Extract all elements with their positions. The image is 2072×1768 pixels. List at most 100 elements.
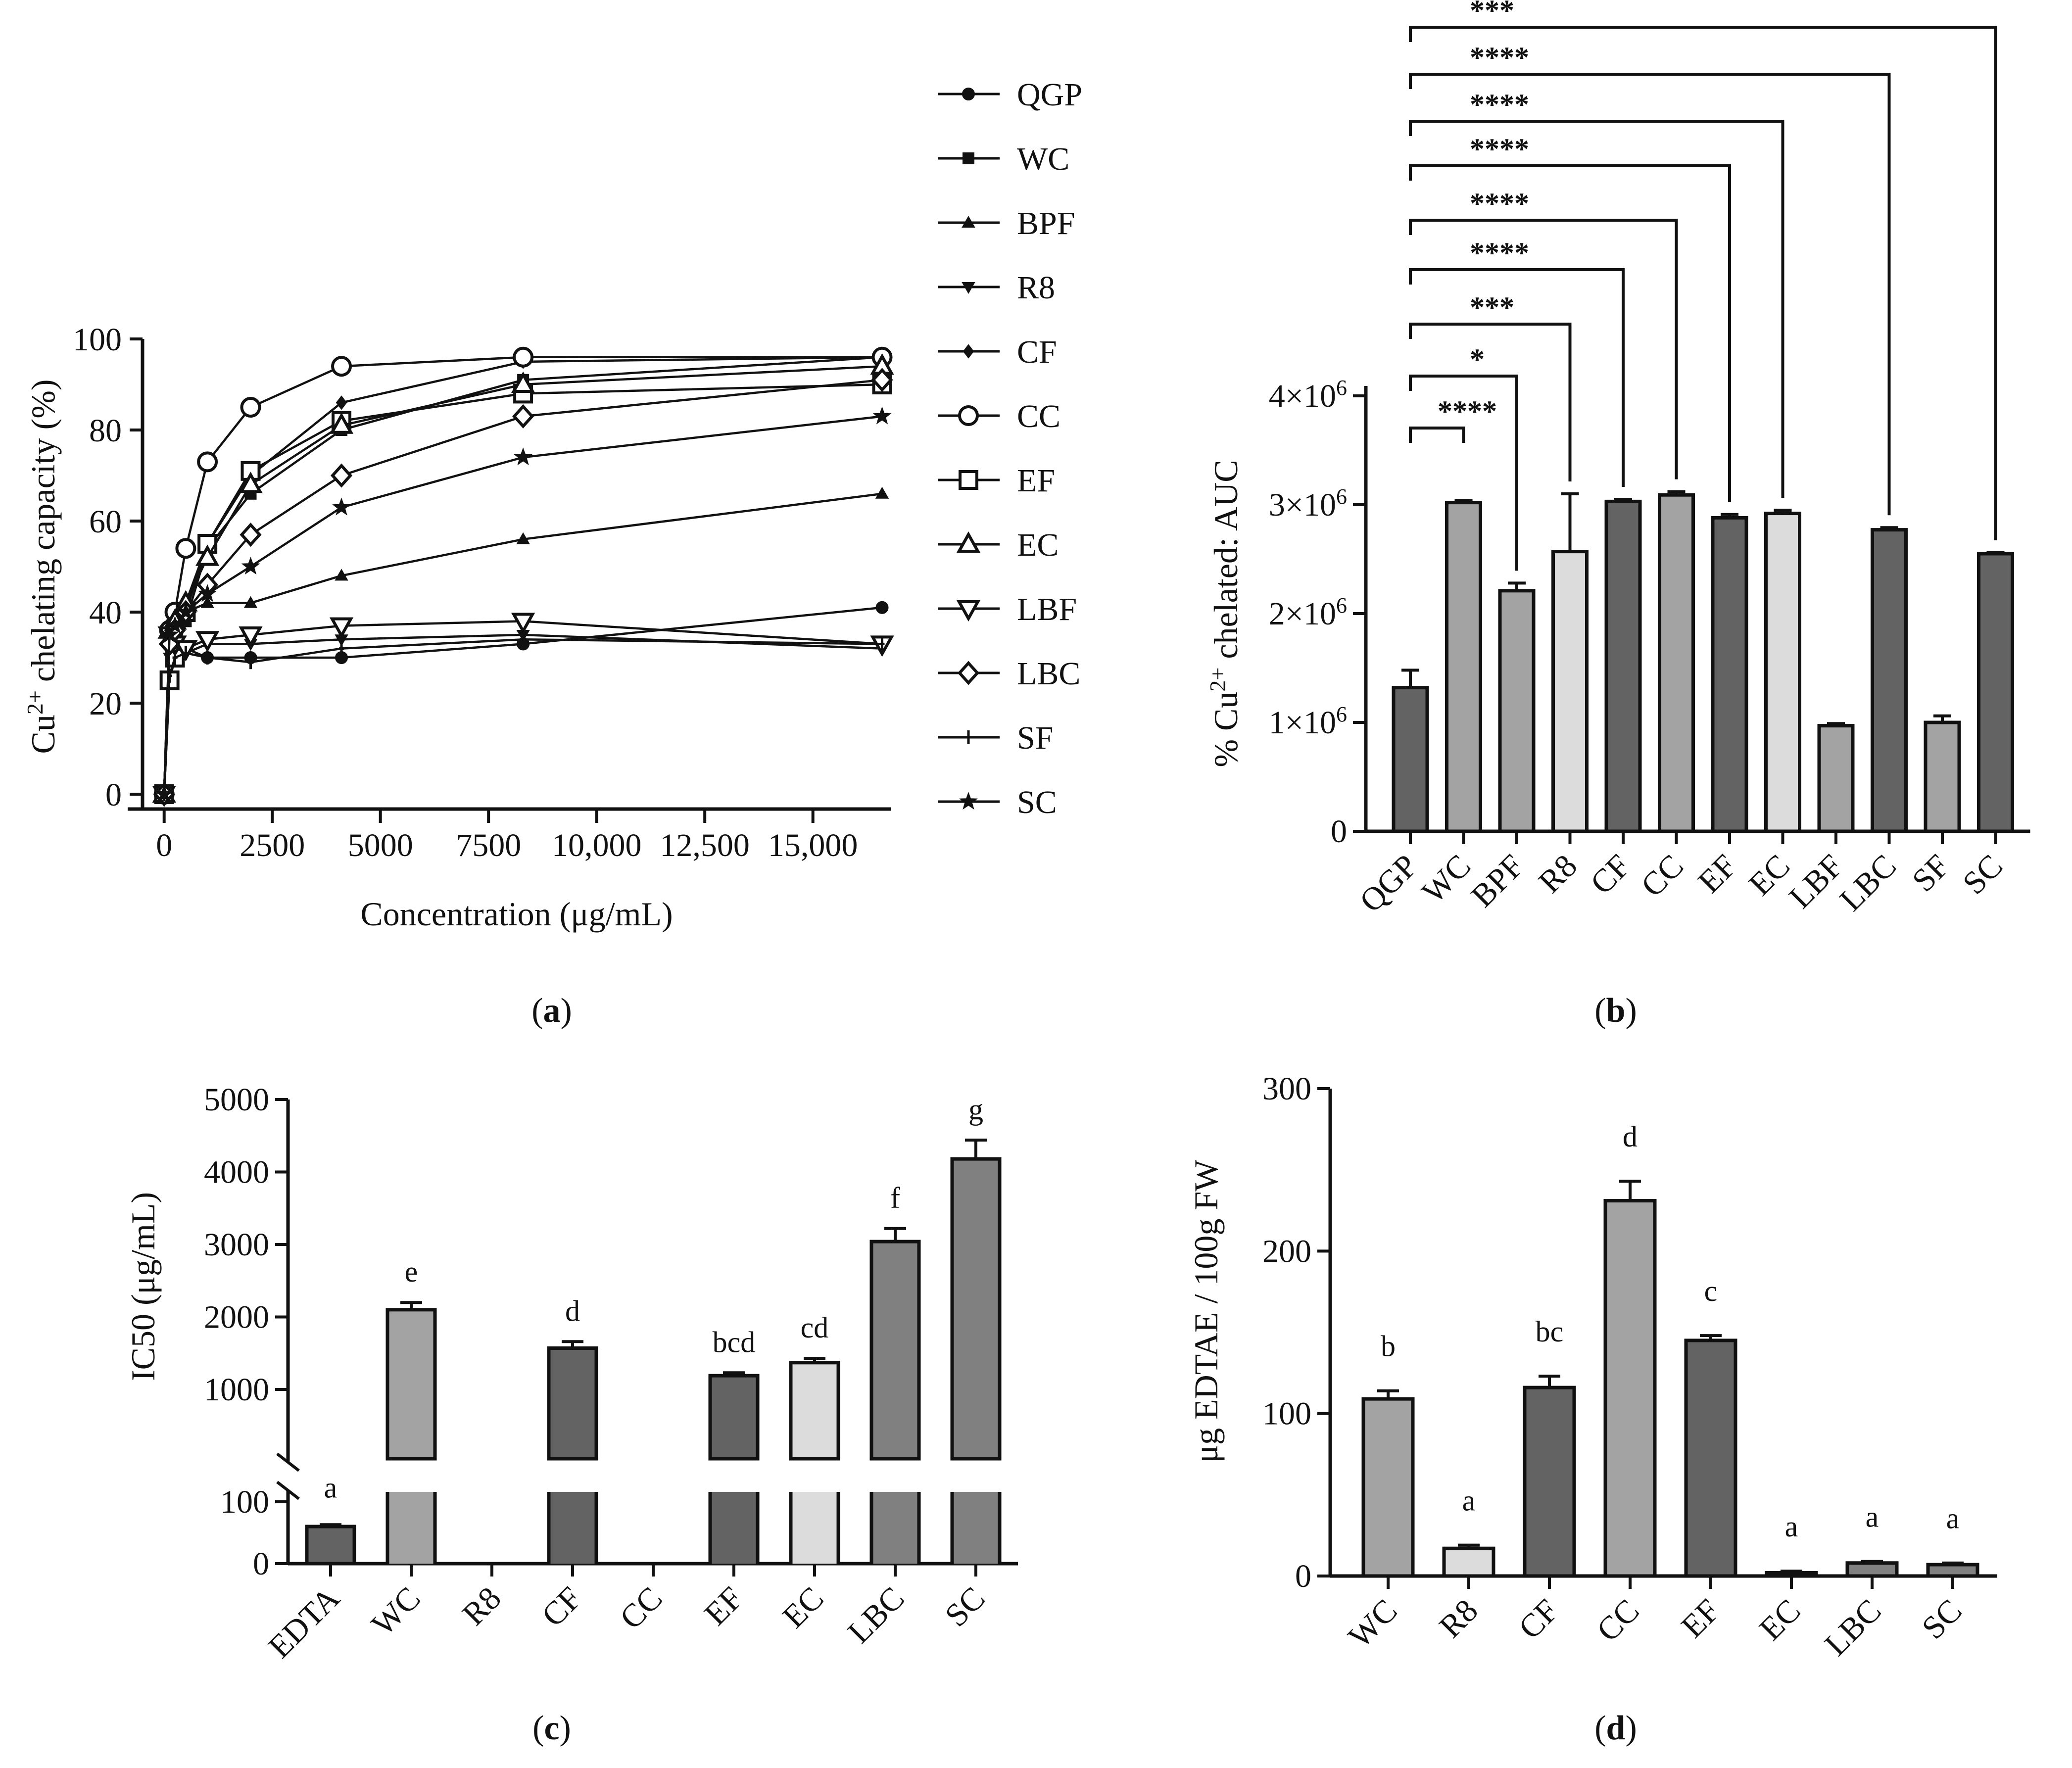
bar: [1658, 493, 1695, 833]
bar: [1498, 589, 1536, 833]
data-point: [513, 346, 534, 368]
bar: [1764, 512, 1801, 833]
data-point: [329, 412, 354, 434]
bar: [1523, 1386, 1576, 1578]
y-tick-label: 300: [1262, 1071, 1311, 1107]
data-point: [521, 632, 526, 647]
significance-bracket-ec: ****: [1409, 88, 1784, 498]
bar: [1924, 720, 1961, 833]
error-bar: [1700, 1334, 1722, 1340]
y-tick-label: 2000: [204, 1299, 269, 1336]
bar-group-cc: d CC: [1590, 1120, 1657, 1649]
data-point: [511, 613, 535, 634]
bar: [1817, 724, 1855, 833]
series-line: [163, 365, 882, 795]
significance-label: ****: [1470, 187, 1529, 220]
panel-c-caption: (c): [532, 1709, 571, 1747]
x-tick-label: 10,000: [552, 827, 642, 863]
significance-letter: a: [1785, 1510, 1798, 1543]
legend-label: EC: [1017, 527, 1059, 563]
legend-marker: [956, 600, 981, 622]
x-tick-label: CC: [1590, 1592, 1646, 1649]
x-tick-label: R8: [1532, 848, 1584, 900]
error-bar: [965, 1139, 987, 1159]
legend-marker: [966, 730, 971, 744]
data-point: [516, 532, 530, 544]
series-line: [163, 379, 882, 795]
legend-label: QGP: [1017, 77, 1082, 113]
bar-group-qgp: QGP: [1353, 669, 1429, 919]
series-line: [163, 638, 882, 795]
data-point: [165, 616, 185, 634]
bar-upper: [708, 1374, 760, 1461]
data-point: [512, 404, 534, 429]
x-tick-label: R8: [1433, 1592, 1485, 1645]
x-tick-label: SC: [1915, 1592, 1969, 1646]
bar: [1684, 1338, 1737, 1578]
series-sc: [154, 406, 892, 803]
data-point: [197, 451, 218, 473]
axis-break-mark: [276, 1452, 300, 1472]
error-bar: [1539, 1375, 1560, 1388]
error-bar: [1774, 509, 1792, 514]
legend-item-cc: CC: [938, 398, 1060, 434]
error-bar: [1721, 513, 1738, 518]
data-point: [243, 596, 258, 608]
y-axis-title: Cu2+ chelating capacity (%): [22, 380, 62, 754]
error-bar: [1861, 1560, 1883, 1563]
x-tick-label: CF: [1512, 1592, 1566, 1646]
x-tick-label: EF: [1675, 1592, 1727, 1645]
significance-bracket-lbc: ****: [1409, 41, 1891, 516]
data-point: [183, 646, 189, 660]
significance-letter: a: [1866, 1500, 1879, 1533]
y-tick-label: 100: [1262, 1396, 1311, 1432]
y-tick-label: 4000: [204, 1154, 269, 1191]
legend-label: WC: [1017, 141, 1069, 177]
legend-marker: [956, 531, 981, 553]
series-ef: [154, 375, 892, 804]
significance-letter: d: [1623, 1120, 1638, 1153]
y-tick-label: 2×106: [1269, 593, 1347, 632]
significance-letter: d: [565, 1294, 580, 1327]
legend-label: CF: [1017, 334, 1057, 370]
x-tick-label: EDTA: [261, 1580, 347, 1666]
y-tick-label: 100: [73, 322, 122, 358]
bar-group-ef: bcd EF: [698, 1326, 763, 1632]
legend-label: BPF: [1017, 205, 1075, 241]
x-tick-label: LBC: [841, 1580, 911, 1650]
bar-group-ef: c EF: [1675, 1275, 1737, 1645]
panel-d-caption: (d): [1594, 1709, 1637, 1747]
error-bar: [1781, 1570, 1802, 1573]
bracket-line: [1409, 164, 1731, 502]
legend-label: R8: [1017, 270, 1055, 306]
series-lbc: [153, 368, 893, 807]
x-tick-label: 2500: [240, 827, 305, 863]
data-point: [329, 617, 354, 639]
data-point: [875, 486, 889, 499]
significance-letter: e: [405, 1255, 418, 1288]
error-bar: [1986, 551, 2005, 554]
data-point: [200, 596, 214, 608]
panel-b-caption: (b): [1594, 992, 1637, 1030]
panel-c-bar-chart: 0 100 1000 2000 3000 4000 5000 IC50 (μg/mL) a EDT…: [124, 1082, 1018, 1665]
significance-letter: a: [324, 1471, 337, 1504]
data-point: [198, 584, 217, 602]
legend-marker: [959, 792, 978, 810]
data-point: [205, 651, 210, 665]
y-tick-label: 40: [89, 595, 122, 631]
x-tick-label: CC: [1634, 848, 1690, 904]
bar-group-wc: b WC: [1342, 1330, 1415, 1655]
significance-letter: cd: [801, 1311, 829, 1344]
legend-item-lbf: LBF: [938, 591, 1077, 627]
x-tick-label: LBC: [1833, 848, 1903, 918]
legend-marker: [957, 661, 980, 685]
y-tick-label: 5000: [204, 1082, 269, 1118]
significance-bracket-wc: ****: [1409, 395, 1497, 443]
error-bar: [1942, 1561, 1964, 1565]
y-axis-title: μg EDTAE / 100g FW: [1187, 1159, 1225, 1463]
y-tick-label: 60: [89, 504, 122, 540]
legend-marker: [958, 405, 979, 426]
x-tick-label: EC: [775, 1580, 830, 1635]
error-bar: [1401, 669, 1419, 688]
